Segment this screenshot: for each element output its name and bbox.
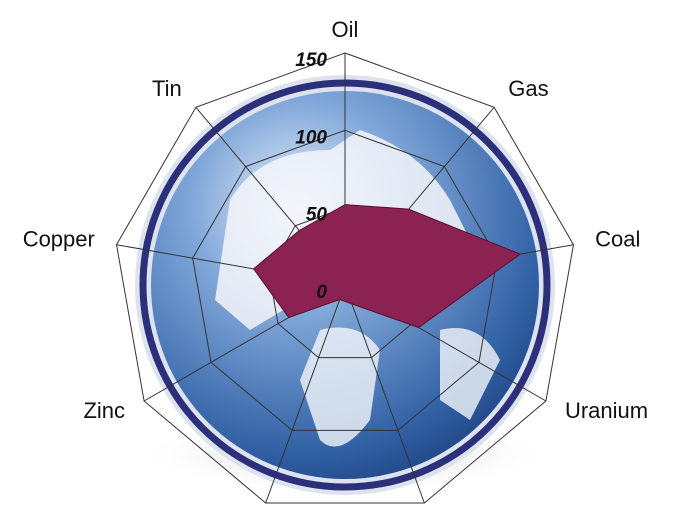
grid-ring — [116, 52, 574, 504]
axis-label: Copper — [23, 227, 95, 252]
data-area — [252, 204, 522, 329]
tick-label: 150 — [295, 50, 327, 71]
axis-label: Gas — [508, 76, 548, 101]
axis-label: Indium — [192, 509, 258, 511]
grid-ring — [192, 129, 498, 431]
tick-label: 50 — [306, 205, 328, 226]
axis-label: Zinc — [83, 398, 125, 423]
axis-label: Tin — [152, 76, 182, 101]
axis-label: Coal — [595, 227, 640, 252]
spoke — [344, 284, 425, 504]
axis-label: Silver — [432, 509, 487, 511]
tick-label: 100 — [295, 127, 327, 148]
tick-label: 0 — [316, 282, 327, 303]
axis-label: Oil — [332, 17, 359, 42]
axis-label: Uranium — [565, 398, 648, 423]
spoke — [265, 284, 346, 504]
